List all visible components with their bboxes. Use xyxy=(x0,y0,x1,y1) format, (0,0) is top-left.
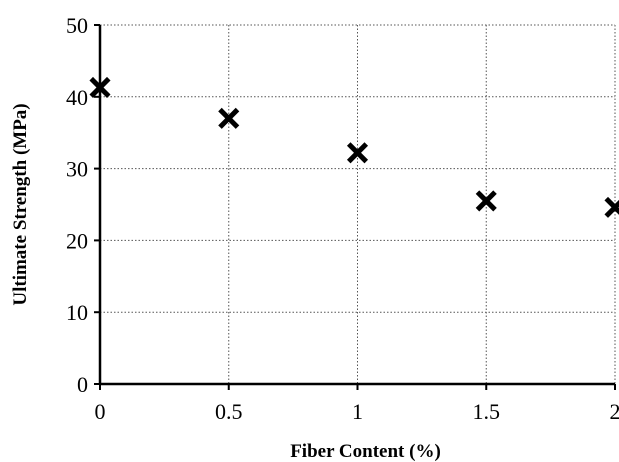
x-tick-label: 0.5 xyxy=(215,399,243,424)
x-tick-label: 2 xyxy=(610,399,619,424)
data-points xyxy=(89,76,619,218)
x-tick-label: 0 xyxy=(95,399,106,424)
data-point xyxy=(475,190,497,212)
x-tick-label: 1 xyxy=(352,399,363,424)
y-tick-label: 20 xyxy=(66,228,88,253)
y-tick-label: 30 xyxy=(66,157,88,182)
y-tick-label: 10 xyxy=(66,300,88,325)
y-tick-label: 0 xyxy=(77,372,88,397)
data-point-stroke xyxy=(89,76,111,99)
data-point-stroke xyxy=(604,199,619,218)
y-tick-label: 50 xyxy=(66,13,88,38)
gridlines xyxy=(100,24,616,384)
data-point xyxy=(89,76,111,99)
data-point xyxy=(346,142,369,164)
y-tick-label: 40 xyxy=(66,85,88,110)
x-axis-title: Fiber Content (%) xyxy=(290,441,441,462)
data-point xyxy=(604,196,619,218)
y-axis-title: Ultimate Strength (MPa) xyxy=(10,103,31,305)
data-point-stroke xyxy=(218,107,240,129)
data-point-stroke xyxy=(346,142,369,164)
ticks: 0 10 20 30 40 50 0 0.5 1 1.5 2 xyxy=(66,13,619,424)
data-point-stroke xyxy=(475,190,497,212)
data-point xyxy=(218,107,240,129)
x-tick-label: 1.5 xyxy=(473,399,501,424)
